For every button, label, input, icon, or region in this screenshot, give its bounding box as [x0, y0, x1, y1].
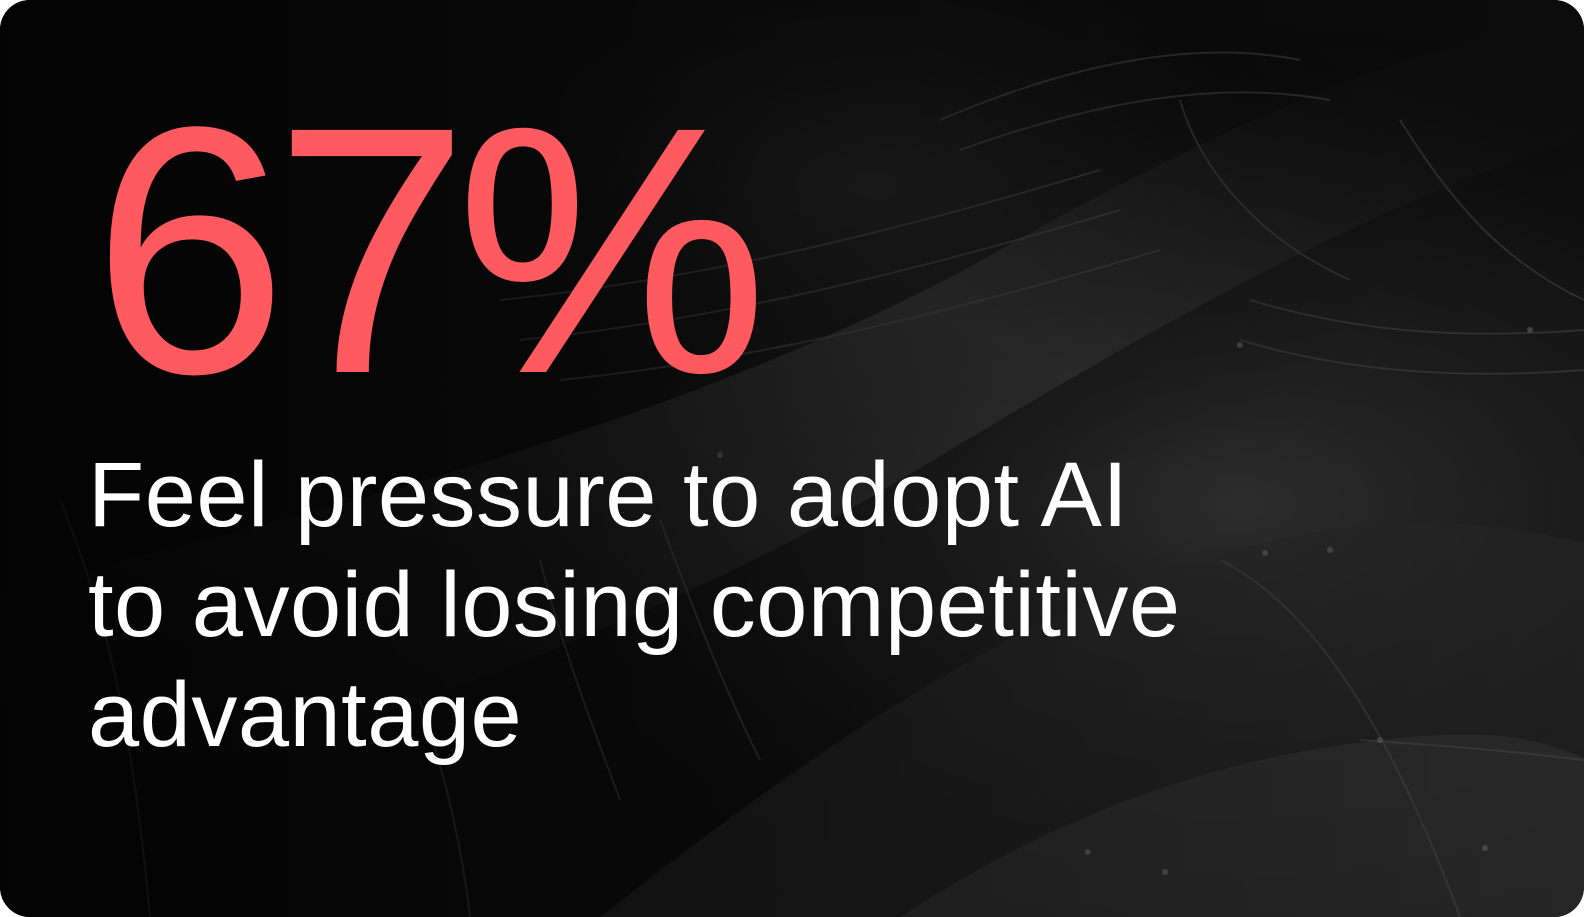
stat-value: 67%: [92, 53, 769, 447]
stat-caption: Feel pressure to adopt AI to avoid losin…: [88, 440, 1468, 770]
caption-line-1: Feel pressure to adopt AI: [88, 444, 1129, 546]
caption-line-2: to avoid losing competitive: [88, 554, 1181, 656]
caption-line-3: advantage: [88, 664, 523, 766]
